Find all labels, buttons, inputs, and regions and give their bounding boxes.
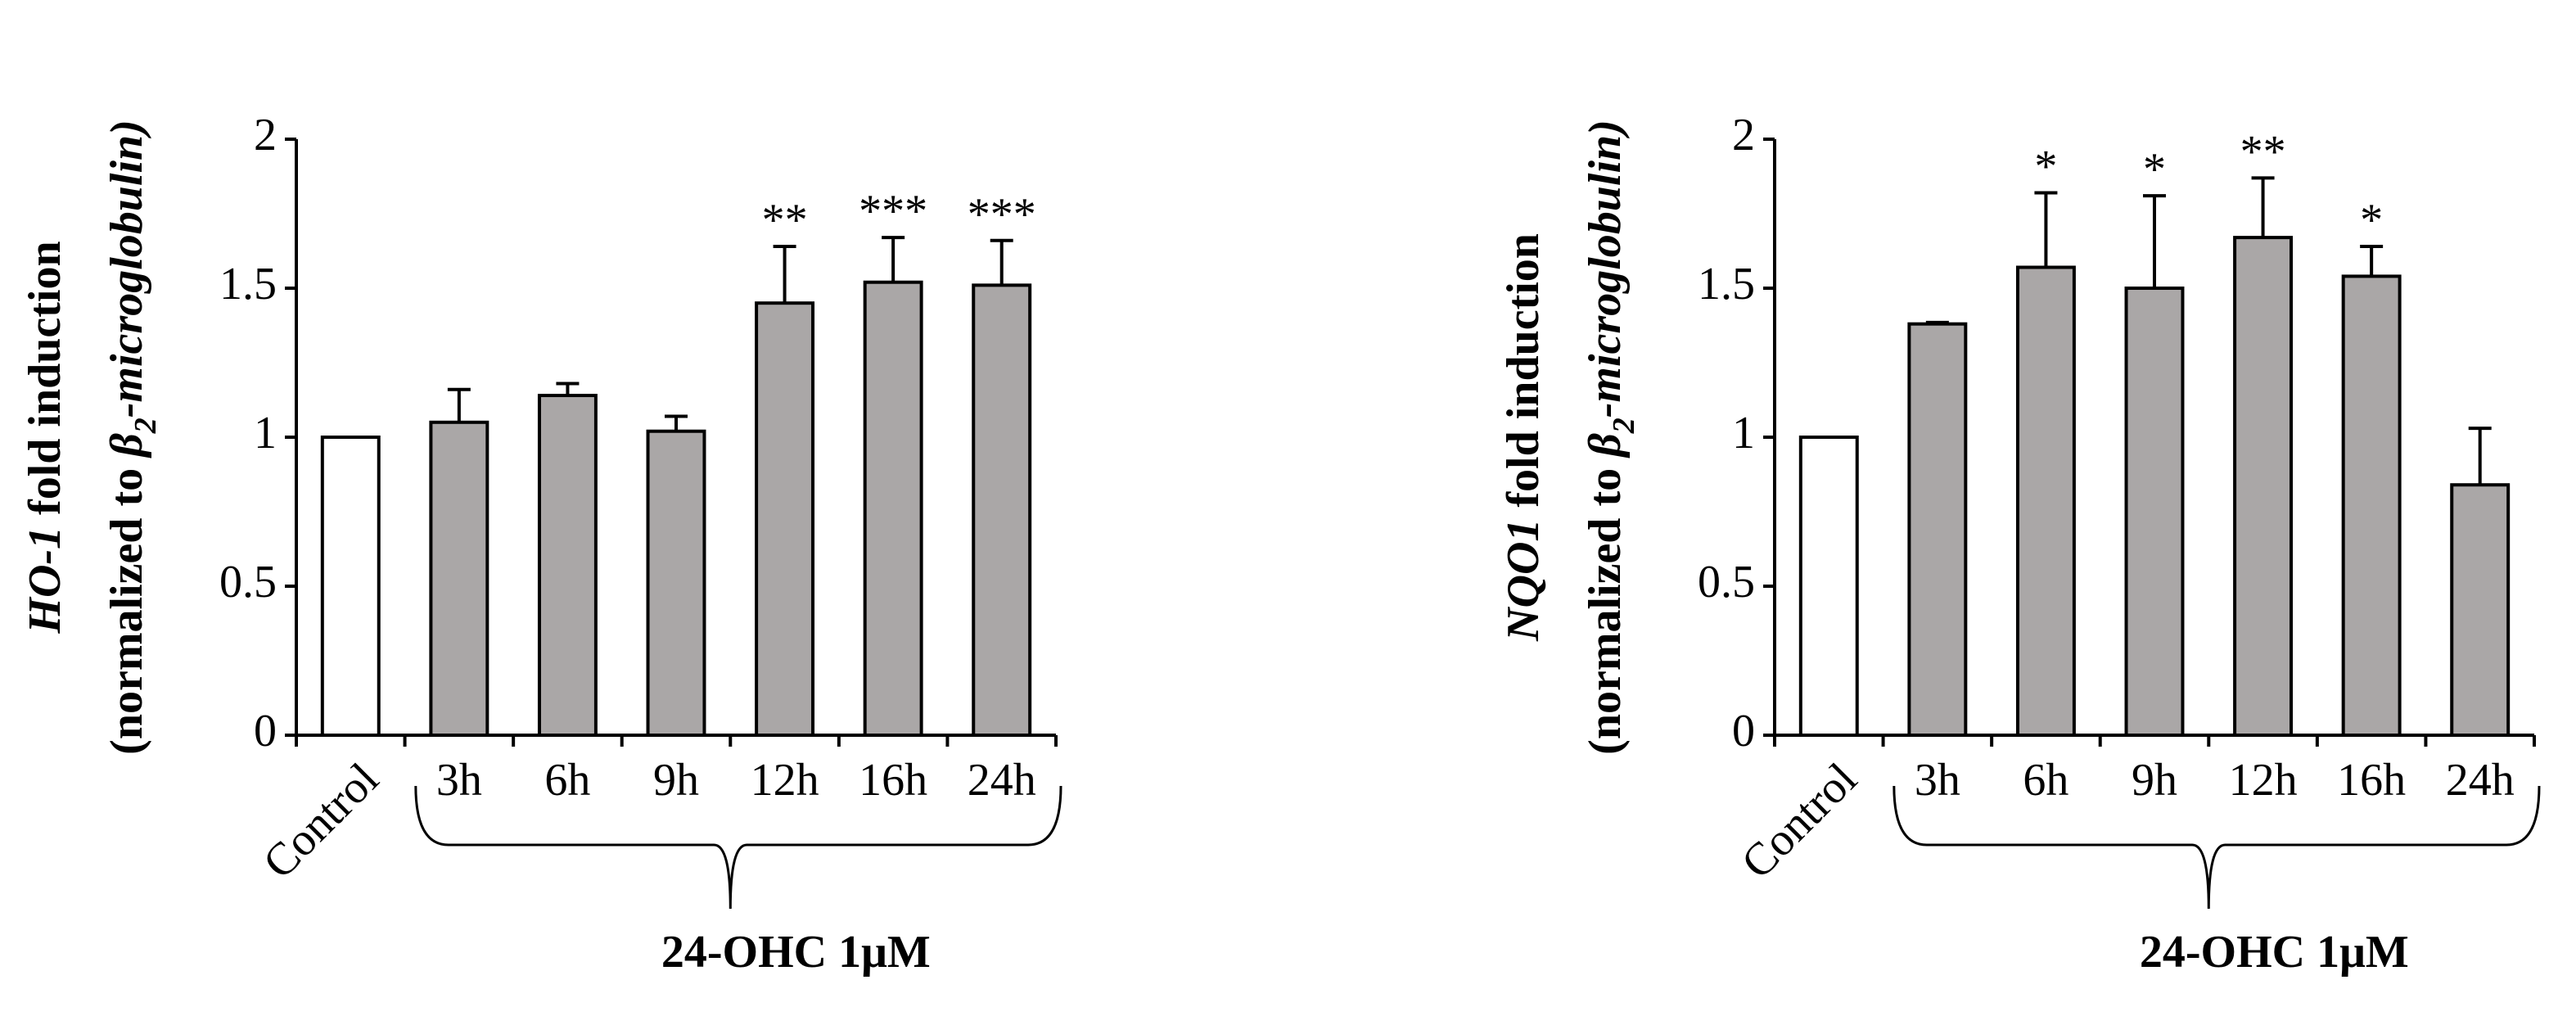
y-axis-label-part: -microglobulin) [1580,120,1631,418]
x-tick-label: 3h [1915,755,1960,806]
error-bar [2360,245,2384,277]
error-bar [2251,176,2275,238]
error-bar [990,238,1013,286]
x-tick-label: 24h [2446,755,2515,806]
y-axis-label: (normalized to β2-microglobulin) [102,120,163,755]
x-tick-label: 12h [751,755,819,806]
bar [646,429,706,737]
group-brace [414,785,1062,910]
error-bar [1925,320,1949,324]
bar [2124,287,2185,737]
bar [2233,236,2294,737]
x-tick-label: 3h [436,755,482,806]
y-axis-label-part: β [1580,433,1631,458]
bar [2341,274,2402,737]
bar [320,436,381,737]
significance-label: ** [762,195,808,246]
significance-label: ** [2240,126,2286,177]
significance-label: * [2143,144,2166,195]
y-axis-label-part: HO-1 [20,526,70,634]
x-tick-label: Control [1732,753,1867,888]
x-tick-label: 16h [2337,755,2406,806]
y-tick-label: 2 [1732,110,1755,160]
x-tick-label: 12h [2229,755,2298,806]
y-axis-label-part: (normalized to [1580,457,1631,755]
error-bar [2034,191,2058,268]
y-axis-label: NQO1 fold induction [1498,233,1549,642]
error-bar [2468,427,2492,485]
y-tick-label: 1 [254,408,277,458]
significance-label: * [2360,195,2383,246]
bar [429,420,489,737]
y-axis-label-part: β [102,433,152,458]
y-tick-label: 0 [254,706,277,756]
bar [2015,265,2076,737]
bar [863,280,923,738]
error-bar [773,245,796,304]
bar [1798,436,1859,737]
y-axis-label-part: NQO1 [1498,519,1549,642]
y-tick-label: 1.5 [1698,259,1755,309]
significance-label: * [2034,142,2057,192]
x-tick-label: 6h [2023,755,2068,806]
y-axis-label: HO-1 fold induction [20,241,70,634]
group-label: 24-OHC 1μM [661,927,931,978]
y-axis-label-part: 2 [1607,418,1641,434]
significance-label: *** [968,189,1036,240]
x-tick-label: 16h [859,755,927,806]
y-axis-label-part: 2 [129,418,163,434]
chart-panel: NQO1 fold induction(normalized to β2-mic… [1498,110,2541,978]
y-axis-label-part: fold induction [1498,233,1549,519]
y-tick-label: 0 [1732,706,1755,756]
bar [972,283,1032,737]
y-tick-label: 2 [254,110,277,160]
y-axis-label: (normalized to β2-microglobulin) [1580,120,1641,755]
x-tick-label: 9h [653,755,699,806]
x-tick-label: 9h [2132,755,2177,806]
y-axis-label-part: -microglobulin) [102,120,152,418]
chart-panel: HO-1 fold induction(normalized to β2-mic… [20,110,1062,978]
bar [1907,322,1968,737]
bar [537,394,598,737]
y-tick-label: 1 [1732,408,1755,458]
x-tick-label: 6h [544,755,590,806]
group-label: 24-OHC 1μM [2140,927,2409,978]
y-tick-label: 0.5 [219,557,277,607]
significance-label: *** [859,186,927,237]
bar [2450,483,2511,737]
error-bar [447,387,471,422]
error-bar [882,236,905,282]
y-axis-label-part: (normalized to [102,457,152,755]
x-tick-label: Control [254,753,389,888]
x-tick-label: 24h [968,755,1036,806]
error-bar [556,382,580,396]
error-bar [2143,194,2166,288]
y-axis-label-part: fold induction [20,241,70,526]
y-tick-label: 1.5 [219,259,277,309]
group-brace [1893,785,2541,910]
error-bar [665,414,688,431]
y-tick-label: 0.5 [1698,557,1755,607]
bar [755,301,815,737]
